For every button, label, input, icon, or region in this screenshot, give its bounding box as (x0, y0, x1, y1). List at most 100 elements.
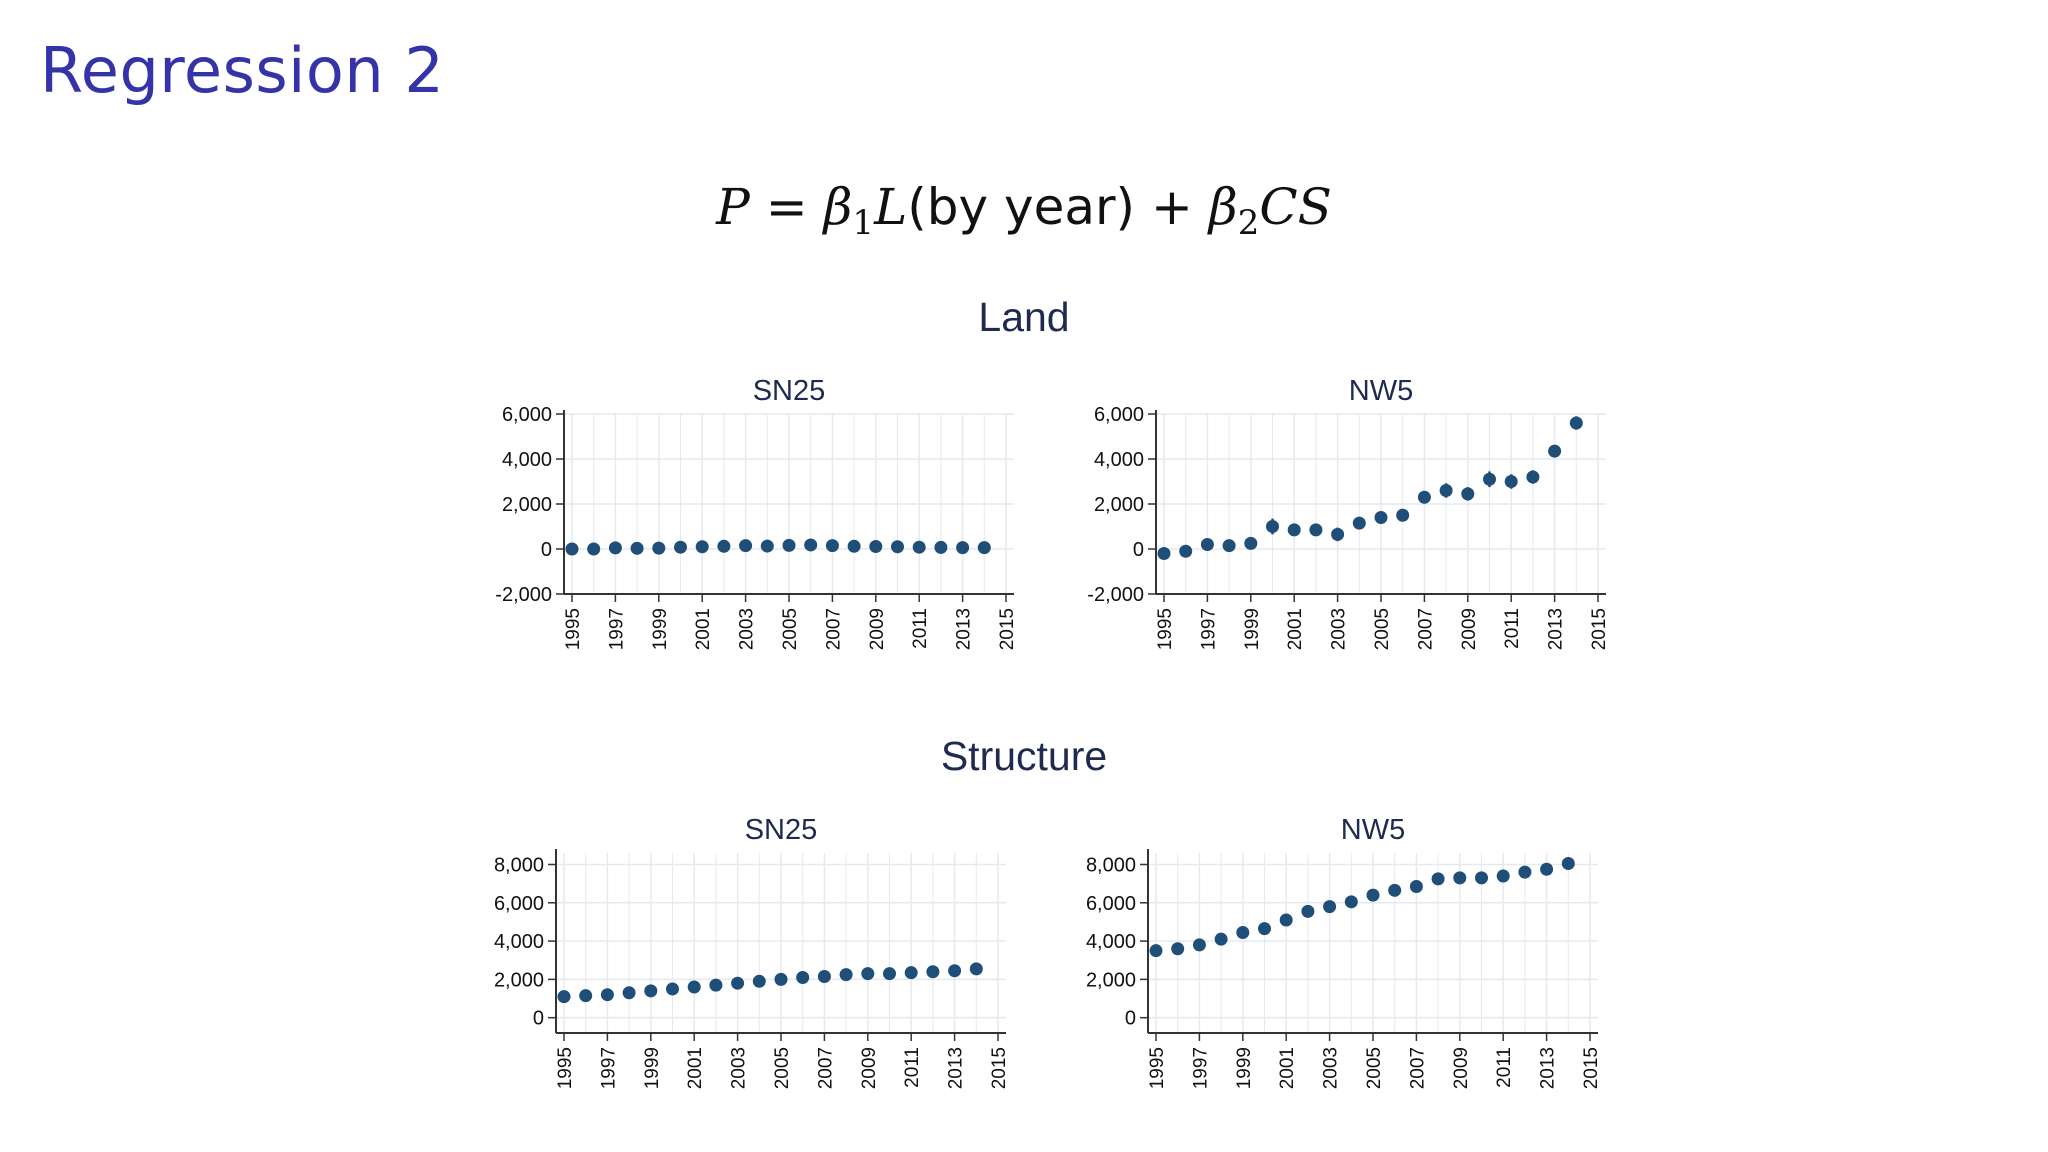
x-tick-label: 2005 (772, 1047, 793, 1089)
x-tick-label: 2003 (1329, 608, 1350, 650)
data-point (674, 540, 687, 554)
x-tick-label: 2015 (1581, 1047, 1602, 1089)
y-tick-label: 6,000 (1094, 404, 1144, 426)
x-tick-label: 2007 (1407, 1047, 1428, 1089)
data-point (1548, 444, 1562, 458)
data-point (644, 984, 658, 998)
x-tick-label: 2001 (693, 608, 714, 650)
data-point (891, 540, 904, 554)
x-tick-label: 2013 (1546, 608, 1567, 650)
data-point (1561, 857, 1575, 871)
y-tick-label: 2,000 (494, 969, 544, 991)
data-point (1157, 547, 1171, 560)
x-tick-label: 1995 (1147, 1047, 1168, 1089)
data-point (1453, 871, 1467, 885)
chart-structure-sn25: SN25 1995 1997 1999 2001 2003 2005 2007 2009 2011… (480, 809, 1026, 1113)
y-tick-label: 4,000 (502, 449, 552, 471)
y-tick-label: -2,000 (495, 584, 552, 606)
formula-term-1: L (874, 178, 908, 236)
y-tick-label: 2,000 (502, 494, 552, 516)
x-tick-label: 1999 (1234, 1047, 1255, 1089)
x-tick-label: 2001 (685, 1047, 706, 1089)
data-point (1149, 944, 1163, 958)
x-tick-label: 2013 (946, 1047, 967, 1089)
x-tick-label: 1997 (606, 608, 627, 650)
data-point (904, 966, 918, 980)
chart-title: NW5 (1341, 814, 1405, 846)
data-point (1483, 472, 1496, 486)
data-point (652, 541, 666, 555)
chart-land-nw5: NW5 1995 1997 1999 2001 2003 2005 2007 2009 2011 2… (1072, 370, 1626, 674)
data-point (1409, 880, 1423, 894)
y-tick-label: 0 (1133, 539, 1144, 561)
y-tick-label: 6,000 (494, 893, 544, 915)
x-tick-label: 2003 (737, 608, 758, 650)
data-point (948, 964, 962, 978)
x-tick-label: 2007 (823, 608, 844, 650)
x-tick-label: 2003 (1321, 1047, 1342, 1089)
x-tick-label: 1997 (1190, 1047, 1211, 1089)
data-point (1388, 883, 1402, 897)
x-tick-label: 1997 (598, 1047, 619, 1089)
y-tick-label: 4,000 (1086, 931, 1136, 953)
x-tick-label: 1999 (1242, 608, 1263, 650)
x-tick-label: 1999 (642, 1047, 663, 1089)
data-point (622, 986, 636, 1000)
data-point (869, 540, 883, 554)
chart-title: NW5 (1349, 375, 1413, 407)
x-tick-label: 2011 (1502, 608, 1523, 649)
data-point (1192, 938, 1206, 952)
x-tick-label: 2009 (867, 608, 888, 650)
data-point (630, 541, 644, 555)
formula-lhs: P (716, 178, 750, 236)
data-point (969, 962, 983, 976)
y-tick-label: 2,000 (1094, 494, 1144, 516)
data-point (1417, 490, 1431, 504)
data-point (1540, 862, 1554, 876)
data-point (1374, 511, 1388, 524)
data-point (608, 541, 622, 555)
x-tick-label: 2011 (910, 608, 931, 649)
data-point (666, 982, 679, 996)
data-point (587, 542, 601, 556)
y-tick-label: 8,000 (1086, 854, 1136, 876)
data-point (695, 540, 709, 554)
data-point (1344, 895, 1358, 909)
data-point (796, 970, 810, 984)
data-point (839, 968, 853, 982)
x-tick-label: 1995 (555, 1047, 576, 1089)
y-tick-label: 4,000 (494, 931, 544, 953)
data-point (709, 978, 723, 992)
chart-svg: SN25 1995 1997 1999 2001 2003 2005 2007 2009 2011… (495, 375, 1018, 650)
x-tick-label: 1995 (1155, 608, 1176, 650)
data-point (1518, 865, 1532, 879)
x-tick-label: 2009 (1459, 608, 1480, 650)
data-point (600, 988, 614, 1002)
data-point (1179, 544, 1193, 558)
data-point (977, 541, 991, 555)
data-point (825, 539, 839, 553)
data-point (883, 967, 896, 981)
data-point (1331, 527, 1345, 541)
formula-term-2: CS (1259, 178, 1332, 236)
data-point (1439, 484, 1453, 497)
data-point (565, 542, 579, 556)
data-point (760, 539, 774, 553)
section-title-land: Land (978, 294, 1070, 340)
x-tick-label: 2005 (780, 608, 801, 650)
x-tick-label: 2011 (902, 1047, 923, 1088)
data-point (1504, 475, 1518, 488)
slide-title: Regression 2 (40, 34, 445, 107)
x-tick-label: 2007 (815, 1047, 836, 1089)
chart-structure-nw5: NW5 1995 1997 1999 2001 2003 2005 2007 2009 2011 2… (1072, 809, 1618, 1113)
data-point (926, 965, 940, 979)
data-point (1200, 538, 1214, 551)
data-point (1396, 508, 1410, 522)
data-point (752, 974, 766, 988)
data-point (1279, 913, 1293, 927)
x-tick-label: 2001 (1277, 1047, 1298, 1089)
x-tick-label: 2009 (859, 1047, 880, 1089)
x-tick-label: 2005 (1372, 608, 1393, 650)
data-point (1309, 523, 1323, 537)
data-point (1258, 922, 1271, 936)
